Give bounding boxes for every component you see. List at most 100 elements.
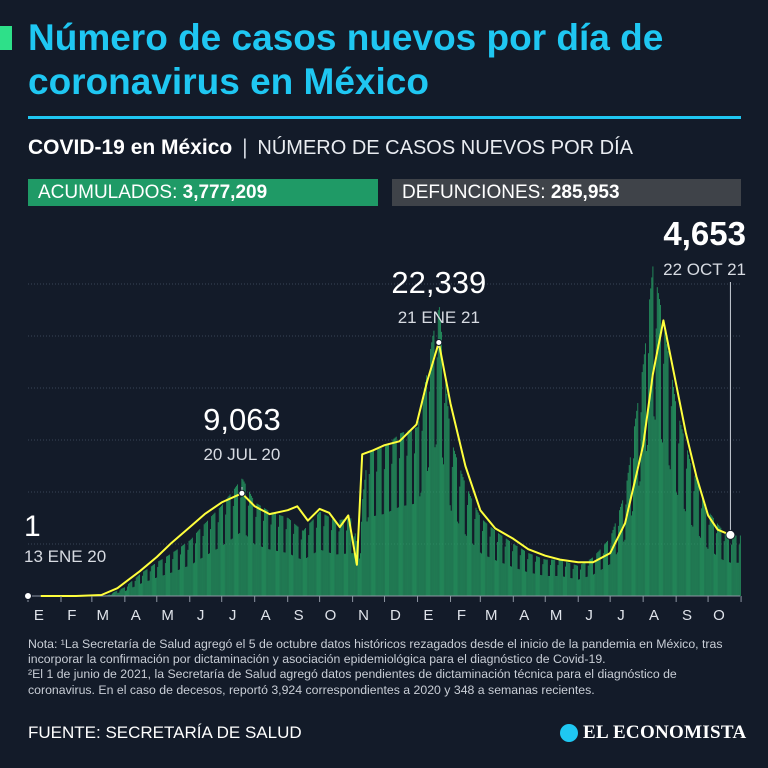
daily-bar [145, 569, 147, 596]
daily-bar [572, 568, 574, 596]
daily-bar [651, 277, 653, 596]
daily-bar [641, 372, 643, 596]
daily-bar [619, 510, 620, 596]
daily-bar [208, 553, 209, 596]
daily-bar [136, 576, 138, 596]
daily-bar [470, 495, 471, 596]
daily-bar [287, 518, 289, 596]
daily-bar [638, 485, 640, 596]
daily-bar [211, 516, 213, 596]
daily-bar [625, 504, 627, 596]
daily-bar [293, 533, 295, 596]
daily-bar [367, 517, 369, 596]
daily-bar [285, 529, 287, 596]
daily-bar [126, 590, 127, 596]
note-1: Nota: ¹La Secretaría de Salud agregó el … [28, 637, 723, 667]
daily-bar [380, 447, 382, 596]
daily-bar [332, 519, 333, 596]
daily-bar [245, 535, 247, 596]
daily-bar [336, 554, 338, 596]
daily-bar [506, 539, 508, 596]
daily-bar [667, 351, 669, 596]
x-tick-label: J [197, 607, 205, 624]
daily-bar [526, 571, 528, 596]
daily-bar [606, 542, 607, 596]
daily-bar [559, 559, 561, 596]
daily-bar [623, 541, 625, 596]
daily-bar [312, 519, 314, 596]
daily-bar [228, 495, 230, 596]
daily-bar [340, 519, 342, 596]
daily-bar [455, 454, 456, 596]
daily-bar [134, 580, 136, 596]
daily-bar [700, 537, 701, 596]
daily-bar [397, 507, 399, 596]
daily-bar [668, 465, 670, 596]
daily-bar [570, 578, 572, 596]
daily-bar [732, 535, 734, 596]
daily-bar [730, 562, 731, 596]
daily-bar [258, 504, 260, 596]
daily-bar [624, 539, 626, 596]
daily-bar [174, 550, 176, 596]
daily-bar [592, 557, 593, 596]
daily-bar [456, 457, 457, 596]
daily-bar [601, 569, 603, 596]
daily-bar [436, 357, 438, 596]
annotation-dot [238, 489, 246, 497]
daily-bar [532, 573, 534, 596]
daily-bar [542, 564, 544, 596]
daily-bar [530, 554, 532, 596]
daily-bar [534, 561, 536, 596]
annotation-value: 9,063 [203, 402, 281, 437]
daily-bar [518, 569, 520, 596]
daily-bar [457, 521, 459, 596]
daily-bar [531, 554, 533, 596]
daily-bar [438, 307, 440, 596]
daily-bar [550, 565, 551, 596]
daily-bar [401, 432, 402, 596]
daily-bar [370, 451, 372, 596]
annotation-value: 1 [24, 510, 41, 543]
daily-bar [557, 565, 559, 596]
x-tick-label: F [67, 607, 76, 624]
daily-bar [545, 559, 547, 596]
daily-bar [656, 287, 658, 596]
annotation-date: 22 OCT 21 [663, 260, 746, 279]
daily-bar [303, 530, 304, 596]
daily-bar [525, 571, 526, 596]
daily-bar [215, 549, 217, 596]
daily-bar [603, 544, 605, 596]
daily-bar [597, 551, 599, 596]
daily-bar [701, 508, 702, 596]
daily-bar [565, 566, 566, 596]
daily-bar [322, 550, 324, 596]
daily-bar [684, 511, 686, 596]
daily-bar [244, 483, 246, 596]
daily-bar [416, 427, 418, 596]
daily-bar [348, 518, 350, 596]
page-title: Número de casos nuevos por día de corona… [28, 17, 664, 102]
daily-bar [109, 594, 111, 596]
annotation-dot [725, 529, 736, 540]
daily-bar [628, 465, 630, 596]
daily-bar [235, 487, 236, 596]
daily-bar [190, 538, 192, 596]
daily-bar [263, 520, 264, 596]
daily-bar [616, 552, 618, 596]
daily-bar [108, 594, 110, 596]
daily-bar [498, 533, 500, 596]
daily-bar [568, 562, 570, 596]
daily-bar [400, 433, 401, 596]
daily-bar [612, 529, 614, 596]
daily-bar [515, 545, 517, 596]
daily-bar [484, 521, 486, 596]
daily-bar [406, 455, 408, 596]
daily-bar [374, 515, 375, 596]
x-tick-label: A [131, 607, 141, 624]
daily-bar [704, 501, 706, 596]
daily-bar [726, 533, 728, 596]
daily-bar [472, 543, 474, 596]
daily-bar [274, 513, 276, 596]
daily-bar [722, 560, 724, 596]
